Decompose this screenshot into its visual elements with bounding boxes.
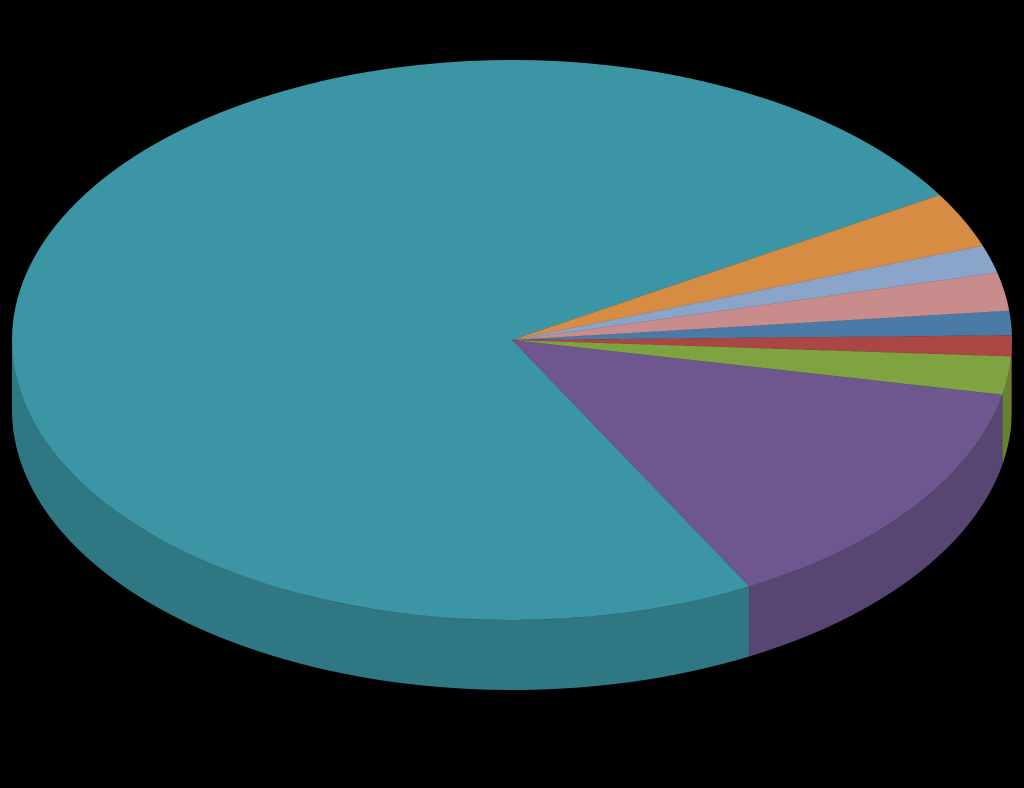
pie-chart-3d [0,0,1024,788]
